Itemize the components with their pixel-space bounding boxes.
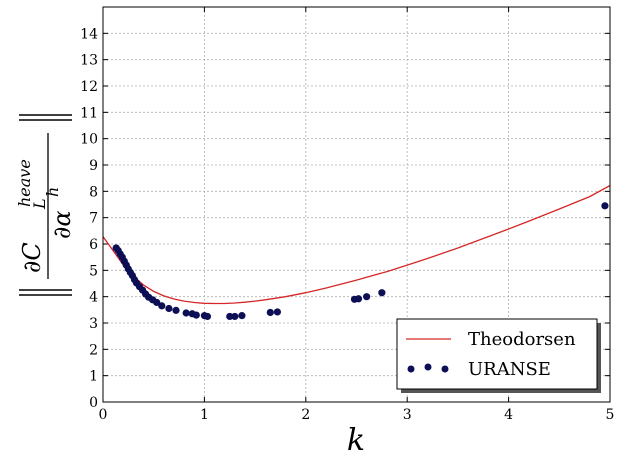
y-tick-label: 2 — [89, 342, 98, 358]
uranse-point — [203, 312, 212, 321]
y-tick-label: 3 — [89, 316, 98, 332]
uranse-point — [192, 311, 200, 319]
y-axis-label: ∂C L heave ∂α h — [15, 114, 76, 296]
uranse-point — [158, 302, 166, 310]
x-tick-label: 1 — [200, 407, 209, 423]
uranse-point — [273, 308, 282, 316]
y-tick-label: 12 — [80, 79, 98, 95]
uranse-point — [182, 309, 190, 317]
x-tick-labels: 0 1 2 3 4 5 — [99, 407, 615, 423]
plot-frame — [102, 6, 611, 403]
y-axis-label-superscript: heave — [15, 159, 34, 207]
y-tick-label: 5 — [89, 263, 98, 279]
legend-theodorsen-label: Theodorsen — [468, 329, 576, 350]
uranse-points — [112, 202, 609, 321]
uranse-point — [363, 293, 371, 301]
uranse-point — [601, 202, 609, 210]
legend-uranse-label: URANSE — [468, 359, 551, 380]
x-tick-label: 4 — [504, 407, 513, 423]
x-axis-label: k — [347, 423, 365, 456]
legend: Theodorsen URANSE — [396, 318, 601, 393]
uranse-point — [354, 295, 363, 303]
y-tick-label: 6 — [89, 237, 98, 253]
uranse-point — [153, 298, 161, 307]
y-axis-label-denominator: ∂α — [48, 210, 76, 239]
y-tick-label: 1 — [89, 369, 98, 385]
uranse-point — [231, 312, 239, 321]
x-tick-label: 2 — [301, 407, 310, 423]
theodorsen-line — [102, 184, 611, 305]
y-tick-label: 14 — [80, 26, 98, 42]
y-tick-label: 0 — [89, 395, 98, 411]
y-axis-label-numerator: ∂C — [18, 242, 46, 273]
y-tick-label: 13 — [80, 53, 98, 69]
x-tick-label: 0 — [99, 407, 108, 423]
y-tick-label: 11 — [80, 105, 98, 121]
x-tick-label: 5 — [606, 407, 615, 423]
ticks — [102, 7, 611, 403]
legend-box — [396, 318, 598, 390]
uranse-point — [165, 304, 173, 313]
uranse-point — [266, 308, 274, 317]
uranse-point — [226, 312, 234, 321]
y-axis-label-subscript: L — [30, 198, 49, 210]
y-tick-label: 7 — [89, 211, 98, 227]
y-tick-label: 9 — [89, 158, 98, 174]
grid — [102, 7, 611, 403]
legend-uranse-marker — [441, 365, 449, 373]
y-axis-label-denominator-superscript: h — [43, 187, 62, 197]
uranse-point — [378, 289, 386, 297]
uranse-point — [172, 306, 180, 314]
y-tick-label: 8 — [89, 184, 98, 200]
legend-uranse-marker — [424, 363, 432, 371]
legend-uranse-marker — [407, 365, 415, 373]
x-tick-label: 3 — [403, 407, 412, 423]
y-tick-label: 4 — [89, 290, 98, 306]
uranse-point — [238, 312, 246, 320]
y-tick-label: 10 — [80, 132, 98, 148]
